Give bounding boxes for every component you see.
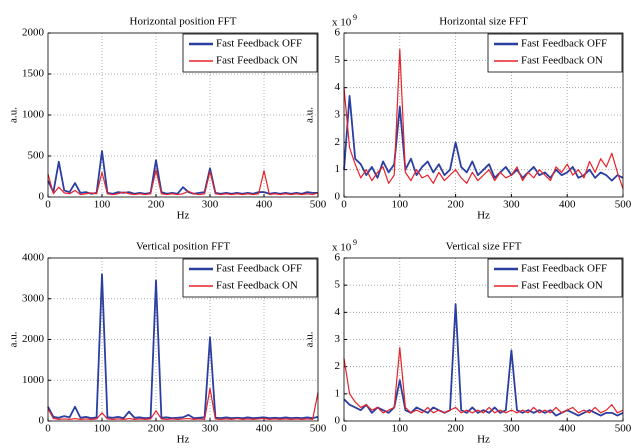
- x-tick-label: 300: [503, 423, 520, 435]
- x-tick-label: 400: [559, 423, 576, 435]
- x-tick-label: 0: [341, 423, 347, 435]
- y-tick-label: 0: [335, 191, 341, 203]
- legend-label: Fast Feedback OFF: [521, 263, 607, 275]
- y-tick-label: 4: [335, 81, 341, 93]
- data-line: [47, 273, 319, 420]
- x-tick-label: 300: [503, 199, 520, 211]
- legend-label: Fast Feedback ON: [521, 280, 603, 292]
- data-line: [47, 169, 319, 196]
- x-tick-label: 200: [148, 199, 165, 211]
- y-tick-label: 0: [39, 415, 45, 427]
- chart-title: Vertical position FFT: [136, 241, 230, 253]
- axes-frame: [343, 32, 624, 198]
- y-tick-label: 5: [335, 54, 341, 66]
- x-tick-label: 500: [310, 199, 327, 211]
- x-tick-label: 400: [256, 423, 273, 435]
- y-axis-label: a.u.: [304, 331, 316, 347]
- y-axis-label: a.u.: [304, 107, 316, 123]
- y-tick-label: 6: [335, 27, 341, 39]
- legend-box: [182, 33, 318, 73]
- y-tick-label: 4000: [22, 252, 45, 264]
- x-tick-label: 200: [447, 423, 464, 435]
- legend-label: Fast Feedback ON: [521, 55, 603, 67]
- data-line: [343, 303, 624, 417]
- y-tick-label: 3: [335, 109, 341, 121]
- x-tick-label: 500: [615, 423, 632, 435]
- y-tick-label: 3: [335, 333, 341, 345]
- x-tick-label: 0: [341, 199, 347, 211]
- y-axis-label: a.u.: [8, 107, 20, 123]
- x-axis-label: Hz: [477, 210, 490, 222]
- y-tick-label: 5: [335, 279, 341, 291]
- x-axis-label: Hz: [477, 434, 490, 446]
- x-tick-label: 200: [148, 423, 165, 435]
- y-scale-label: x 10: [332, 242, 352, 254]
- x-tick-label: 500: [310, 423, 327, 435]
- y-tick-label: 2: [335, 136, 341, 148]
- data-line: [343, 94, 624, 182]
- x-tick-label: 100: [392, 423, 409, 435]
- x-tick-label: 500: [615, 199, 632, 211]
- x-tick-label: 400: [559, 199, 576, 211]
- y-scale-exponent: 9: [353, 13, 357, 22]
- legend-box: [182, 258, 318, 298]
- y-tick-label: 500: [28, 150, 45, 162]
- y-tick-label: 1: [335, 387, 341, 399]
- legend-box: [487, 33, 623, 73]
- x-tick-label: 100: [392, 199, 409, 211]
- axes-frame: [343, 257, 624, 422]
- x-tick-label: 0: [45, 423, 51, 435]
- x-tick-label: 400: [256, 199, 273, 211]
- x-tick-label: 100: [94, 199, 111, 211]
- y-tick-label: 6: [335, 252, 341, 264]
- legend-label: Fast Feedback OFF: [216, 38, 302, 50]
- x-tick-label: 0: [45, 199, 51, 211]
- y-tick-label: 2000: [22, 27, 45, 39]
- y-tick-label: 1500: [22, 68, 45, 80]
- chart-title: Horizontal position FFT: [130, 16, 237, 28]
- y-tick-label: 1: [335, 163, 341, 175]
- y-tick-label: 3000: [22, 292, 45, 304]
- chart-title: Horizontal size FFT: [439, 16, 528, 28]
- x-axis-label: Hz: [177, 210, 190, 222]
- x-tick-label: 300: [202, 199, 219, 211]
- data-line: [343, 48, 624, 189]
- axes-frame: [47, 32, 319, 198]
- y-tick-label: 0: [39, 191, 45, 203]
- y-tick-label: 2: [335, 360, 341, 372]
- x-axis-label: Hz: [177, 434, 190, 446]
- legend-label: Fast Feedback OFF: [521, 38, 607, 50]
- x-tick-label: 300: [202, 423, 219, 435]
- y-scale-exponent: 9: [353, 238, 357, 247]
- y-tick-label: 1000: [22, 374, 45, 386]
- axes-frame: [47, 257, 319, 422]
- x-tick-label: 100: [94, 423, 111, 435]
- x-tick-label: 200: [447, 199, 464, 211]
- data-line: [343, 347, 624, 414]
- y-tick-label: 1000: [22, 109, 45, 121]
- y-tick-label: 2000: [22, 333, 45, 345]
- legend-label: Fast Feedback ON: [216, 55, 298, 67]
- chart-title: Vertical size FFT: [446, 241, 522, 253]
- y-scale-label: x 10: [332, 17, 352, 29]
- y-tick-label: 0: [335, 415, 341, 427]
- legend-label: Fast Feedback OFF: [216, 263, 302, 275]
- y-axis-label: a.u.: [8, 331, 20, 347]
- y-tick-label: 4: [335, 306, 341, 318]
- data-line: [47, 387, 319, 420]
- legend-box: [487, 258, 623, 298]
- legend-label: Fast Feedback ON: [216, 280, 298, 292]
